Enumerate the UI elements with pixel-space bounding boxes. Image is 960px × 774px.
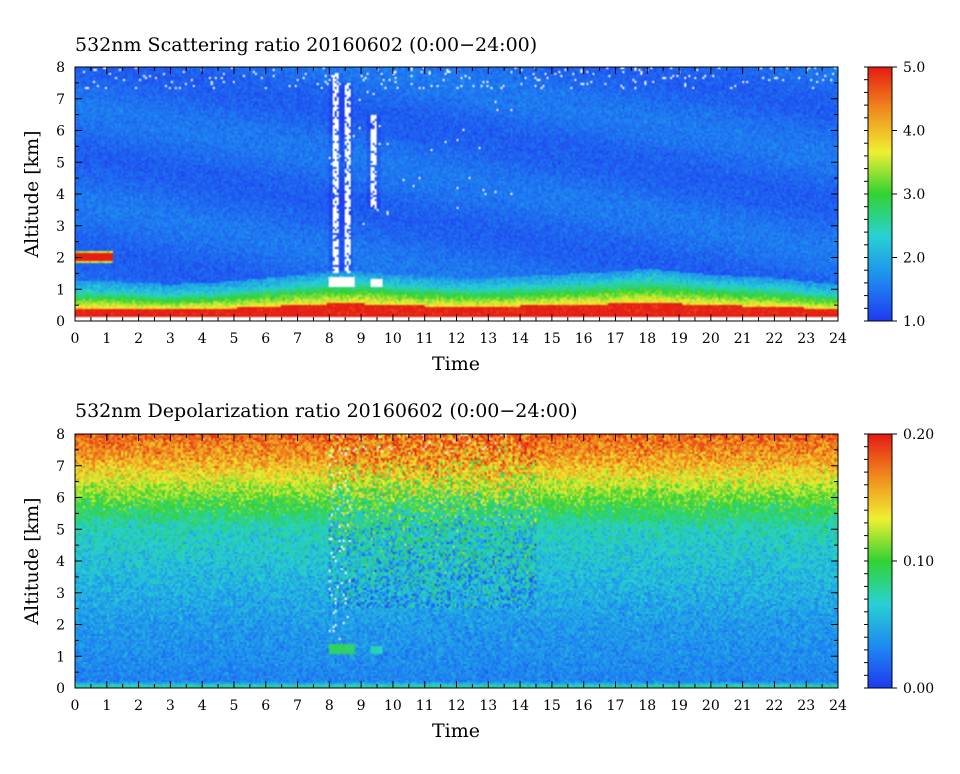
y-tick-label: 1 <box>56 649 65 665</box>
x-tick-label: 4 <box>198 698 207 714</box>
y-tick-label: 5 <box>56 155 65 171</box>
x-tick-label: 3 <box>166 698 175 714</box>
x-tick-label: 17 <box>607 698 625 714</box>
x-tick-label: 23 <box>797 698 815 714</box>
x-tick-label: 2 <box>134 331 143 347</box>
y-tick-label: 4 <box>56 187 65 203</box>
colorbar-ticks: 0.00 0.10 0.20 <box>864 427 934 697</box>
y-tick-label: 0 <box>56 681 65 697</box>
y-tick-label: 2 <box>56 618 65 634</box>
y-tick-label: 4 <box>56 554 65 570</box>
colorbar-tick-label: 4.0 <box>903 124 925 140</box>
x-tick-label: 8 <box>325 331 334 347</box>
x-tick-label: 19 <box>670 331 688 347</box>
y-axis-ticks: 0 1 2 3 4 5 6 7 8 <box>56 60 838 330</box>
x-tick-label: 2 <box>134 698 143 714</box>
x-tick-label: 18 <box>638 331 656 347</box>
y-tick-label: 3 <box>56 586 65 602</box>
colorbar-ticks: 1.0 2.0 3.0 4.0 5.0 <box>864 60 925 330</box>
x-tick-label: 24 <box>829 331 847 347</box>
x-tick-label: 21 <box>734 331 752 347</box>
x-tick-label: 13 <box>479 331 497 347</box>
x-tick-label: 4 <box>198 331 207 347</box>
x-tick-label: 22 <box>766 331 784 347</box>
x-tick-label: 10 <box>384 331 402 347</box>
chart-title: 532nm Depolarization ratio 20160602 (0:0… <box>75 400 577 422</box>
x-axis-ticks: 0 1 2 3 4 5 6 7 8 9 10 11 12 13 14 15 16 17 18 19 20 21 22 23 24 <box>71 67 847 347</box>
heatmap-image <box>75 67 838 321</box>
colorbar-tick-label: 0.10 <box>903 554 934 570</box>
chart-title: 532nm Scattering ratio 20160602 (0:00−24… <box>75 34 537 56</box>
x-tick-label: 23 <box>797 331 815 347</box>
x-tick-label: 21 <box>734 698 752 714</box>
x-tick-label: 11 <box>416 331 434 347</box>
x-tick-label: 13 <box>479 698 497 714</box>
x-tick-label: 14 <box>511 698 529 714</box>
x-tick-label: 14 <box>511 331 529 347</box>
y-tick-label: 6 <box>56 491 65 507</box>
x-tick-label: 9 <box>357 331 366 347</box>
colorbar-tick-label: 0.00 <box>903 681 934 697</box>
colorbar-tick-label: 0.20 <box>903 427 934 443</box>
y-axis-ticks: 0 1 2 3 4 5 6 7 8 <box>56 427 838 697</box>
x-tick-label: 16 <box>575 698 593 714</box>
x-tick-label: 12 <box>448 331 466 347</box>
x-tick-label: 10 <box>384 698 402 714</box>
scattering-ratio-panel: 532nm Scattering ratio 20160602 (0:00−24… <box>21 34 925 375</box>
x-tick-label: 22 <box>766 698 784 714</box>
y-tick-label: 5 <box>56 522 65 538</box>
colorbar-tick-label: 5.0 <box>903 60 925 76</box>
x-tick-label: 5 <box>229 698 238 714</box>
colorbar-tick-label: 1.0 <box>903 314 925 330</box>
x-tick-label: 20 <box>702 331 720 347</box>
colorbar-tick-label: 2.0 <box>903 251 925 267</box>
x-tick-label: 7 <box>293 698 302 714</box>
colorbar <box>868 434 892 688</box>
y-axis-label: Altitude [km] <box>21 130 43 258</box>
y-axis-label: Altitude [km] <box>21 497 43 625</box>
y-tick-label: 6 <box>56 124 65 140</box>
x-tick-label: 0 <box>71 698 80 714</box>
colorbar-tick-label: 3.0 <box>903 187 925 203</box>
x-tick-label: 5 <box>229 331 238 347</box>
x-tick-label: 19 <box>670 698 688 714</box>
x-tick-label: 20 <box>702 698 720 714</box>
y-tick-label: 3 <box>56 219 65 235</box>
x-tick-label: 8 <box>325 698 334 714</box>
heatmap-image <box>75 434 838 688</box>
x-tick-label: 6 <box>261 698 270 714</box>
x-tick-label: 24 <box>829 698 847 714</box>
y-tick-label: 8 <box>56 427 65 443</box>
x-tick-label: 15 <box>543 698 561 714</box>
x-axis-ticks: 0 1 2 3 4 5 6 7 8 9 10 11 12 13 14 15 16 17 18 19 20 21 22 23 24 <box>71 434 847 714</box>
x-tick-label: 16 <box>575 331 593 347</box>
y-tick-label: 1 <box>56 282 65 298</box>
x-tick-label: 17 <box>607 331 625 347</box>
x-tick-label: 1 <box>102 331 111 347</box>
y-tick-label: 0 <box>56 314 65 330</box>
x-tick-label: 7 <box>293 331 302 347</box>
y-tick-label: 2 <box>56 251 65 267</box>
x-axis-label: Time <box>432 353 480 375</box>
x-tick-label: 3 <box>166 331 175 347</box>
x-tick-label: 1 <box>102 698 111 714</box>
x-tick-label: 18 <box>638 698 656 714</box>
x-tick-label: 0 <box>71 331 80 347</box>
depolarization-ratio-panel: 532nm Depolarization ratio 20160602 (0:0… <box>21 400 934 742</box>
x-tick-label: 11 <box>416 698 434 714</box>
y-tick-label: 7 <box>56 459 65 475</box>
y-tick-label: 8 <box>56 60 65 76</box>
x-axis-label: Time <box>432 720 480 742</box>
x-tick-label: 6 <box>261 331 270 347</box>
x-tick-label: 15 <box>543 331 561 347</box>
x-tick-label: 9 <box>357 698 366 714</box>
y-tick-label: 7 <box>56 92 65 108</box>
x-tick-label: 12 <box>448 698 466 714</box>
colorbar <box>868 67 892 321</box>
